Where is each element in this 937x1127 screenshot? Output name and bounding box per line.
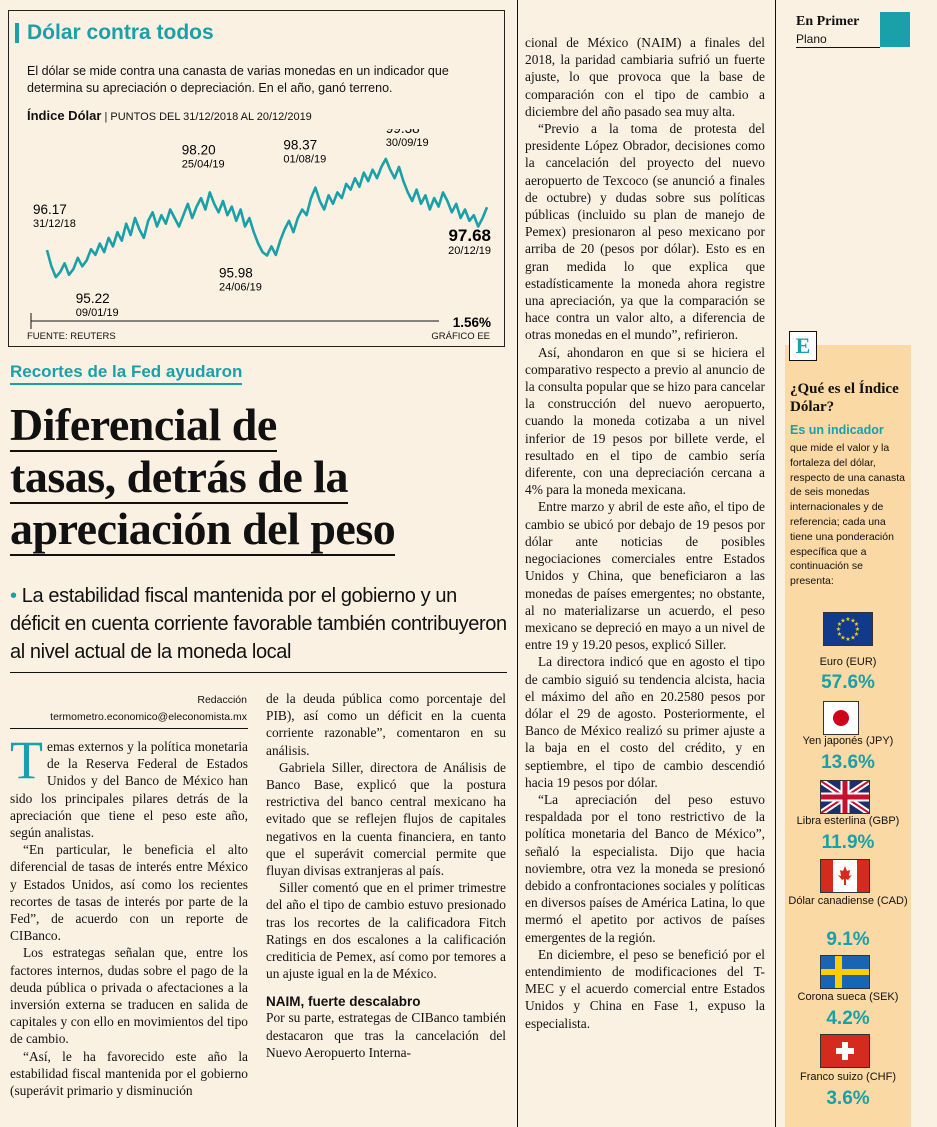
currency-name: Euro (EUR) <box>819 656 877 668</box>
section-rule <box>796 47 880 48</box>
article-column-3: cional de México (NAIM) a finales del 20… <box>525 34 765 1032</box>
currency-name: Yen japonés (JPY) <box>802 735 894 747</box>
index-explainer-sidebar <box>785 345 911 1127</box>
annotation-value: 96.17 <box>33 202 67 217</box>
currency-weight: 3.6% <box>826 1088 870 1109</box>
paragraph: Siller comentó que en el primer trimestr… <box>266 880 506 982</box>
currency-weight: 4.2% <box>826 1008 870 1029</box>
annotation-date: 25/04/19 <box>182 158 225 170</box>
currency-name: Libra esterlina (GBP) <box>796 815 900 827</box>
uk-flag-icon <box>820 780 870 814</box>
currency-name: Dólar canadiense (CAD) <box>788 895 908 907</box>
annotation-date: 20/12/19 <box>448 245 491 257</box>
chart-source: FUENTE: REUTERS <box>27 331 116 342</box>
annotation-value: 95.98 <box>219 265 253 280</box>
paragraph: “En particular, le beneficia el alto dif… <box>10 842 248 944</box>
byline: Redacción termometro.economico@eleconomi… <box>7 692 247 726</box>
annotation-date: 01/08/19 <box>283 154 326 166</box>
svg-text:★: ★ <box>854 621 859 628</box>
svg-text:★: ★ <box>850 618 855 625</box>
chart-box-intro: El dólar se mide contra una canasta de v… <box>27 64 449 95</box>
article-deck: • La estabilidad fiscal mantenida por el… <box>10 585 507 663</box>
currency-weight: 9.1% <box>826 929 870 950</box>
currency-name: Franco suizo (CHF) <box>800 1071 896 1083</box>
annotation-value: 95.22 <box>76 291 110 306</box>
e-badge-icon: E <box>789 331 817 361</box>
annotation-date: 30/09/19 <box>386 137 429 149</box>
section-subtitle: Plano <box>796 32 827 46</box>
deck-rule <box>10 672 507 673</box>
index-label: Índice Dólar <box>27 108 102 123</box>
headline-line: tasas, detrás de la <box>10 451 349 504</box>
annotation-date: 31/12/18 <box>33 218 76 230</box>
currency-weight: 57.6% <box>821 672 875 693</box>
dollar-index-chart-box: Dólar contra todos El dólar se mide cont… <box>8 10 505 347</box>
svg-text:★: ★ <box>840 635 845 642</box>
article-headline: Diferencial de tasas, detrás de la aprec… <box>10 400 510 556</box>
currency-name: Corona sueca (SEK) <box>797 991 899 1003</box>
sidebar-text: que mide el valor y la fortaleza del dól… <box>790 442 905 588</box>
headline-line: Diferencial de <box>10 399 277 452</box>
byline-role: Redacción <box>197 694 247 706</box>
svg-text:★: ★ <box>837 621 842 628</box>
sweden-flag-icon <box>820 955 870 989</box>
svg-text:★: ★ <box>850 635 855 642</box>
byline-email: termometro.economico@eleconomista.mx <box>50 711 247 723</box>
annotation-value: 97.68 <box>448 226 491 245</box>
currency-weight: 11.9% <box>821 832 875 853</box>
currency-weight: 13.6% <box>821 752 875 773</box>
paragraph: Gabriela Siller, directora de Análisis d… <box>266 759 506 879</box>
paragraph: En diciembre, el peso se benefició por e… <box>525 946 765 1031</box>
deck-bullet: • <box>10 585 17 607</box>
svg-text:★: ★ <box>854 631 859 638</box>
period-label: | PUNTOS DEL 31/12/2018 AL 20/12/2019 <box>104 111 312 123</box>
switzerland-flag-icon <box>820 1034 870 1068</box>
svg-text:★: ★ <box>845 636 850 643</box>
column-divider <box>517 0 518 1127</box>
article-kicker: Recortes de la Fed ayudaron <box>10 362 243 385</box>
annotation-date: 09/01/19 <box>76 307 119 319</box>
canada-flag-icon <box>820 859 870 893</box>
sidebar-lead: Es un indicador <box>790 423 884 437</box>
eu-flag-icon: ★ ★ ★ ★ ★ ★ ★ ★ ★ ★ ★ ★ <box>823 612 873 646</box>
svg-text:★: ★ <box>855 626 860 633</box>
svg-text:★: ★ <box>837 631 842 638</box>
svg-text:★: ★ <box>836 626 841 633</box>
annotation-value: 98.37 <box>283 138 317 153</box>
paragraph: cional de México (NAIM) a finales del 20… <box>525 35 765 119</box>
article-column-2: de la deuda pública como porcentaje del … <box>266 690 506 1061</box>
paragraph: Así, ahondaron en que si se hiciera el c… <box>525 344 765 498</box>
column-divider <box>775 0 776 1127</box>
section-color-tab <box>880 12 910 47</box>
chart-box-title: Dólar contra todos <box>15 21 214 45</box>
japan-flag-icon <box>823 701 859 735</box>
paragraph: Los estrategas señalan que, entre los fa… <box>10 945 248 1047</box>
column-rule <box>10 728 248 729</box>
section-title: En Primer <box>796 14 860 29</box>
paragraph: La directora indicó que en agosto el tip… <box>525 654 765 790</box>
paragraph: de la deuda pública como porcentaje del … <box>266 691 506 758</box>
paragraph: “Así, le ha favorecido este año la estab… <box>10 1048 248 1099</box>
annotation-value: 98.20 <box>182 142 216 157</box>
chart-credit: GRÁFICO EE <box>431 331 490 342</box>
svg-text:★: ★ <box>845 616 850 623</box>
change-percent: 1.56% <box>453 315 491 329</box>
paragraph: “La apreciación del peso estuvo respalda… <box>525 791 765 945</box>
index-series-line <box>45 157 489 279</box>
headline-line: apreciación del peso <box>10 503 396 556</box>
paragraph: Por su parte, estrategas de CIBanco tamb… <box>266 1010 506 1060</box>
sidebar-question: ¿Qué es el Índice Dólar? <box>790 381 899 415</box>
annotation-date: 24/06/19 <box>219 281 262 293</box>
annotation-value: 99.38 <box>386 129 420 136</box>
svg-text:★: ★ <box>840 618 845 625</box>
paragraph: “Previo a la toma de protesta del presid… <box>525 121 765 343</box>
drop-cap: T <box>10 730 43 790</box>
section-subhead: NAIM, fuerte descalabro <box>266 994 421 1010</box>
paragraph: Entre marzo y abril de este año, el tipo… <box>525 499 765 653</box>
chart-subhead: Índice Dólar | PUNTOS DEL 31/12/2018 AL … <box>27 108 312 123</box>
